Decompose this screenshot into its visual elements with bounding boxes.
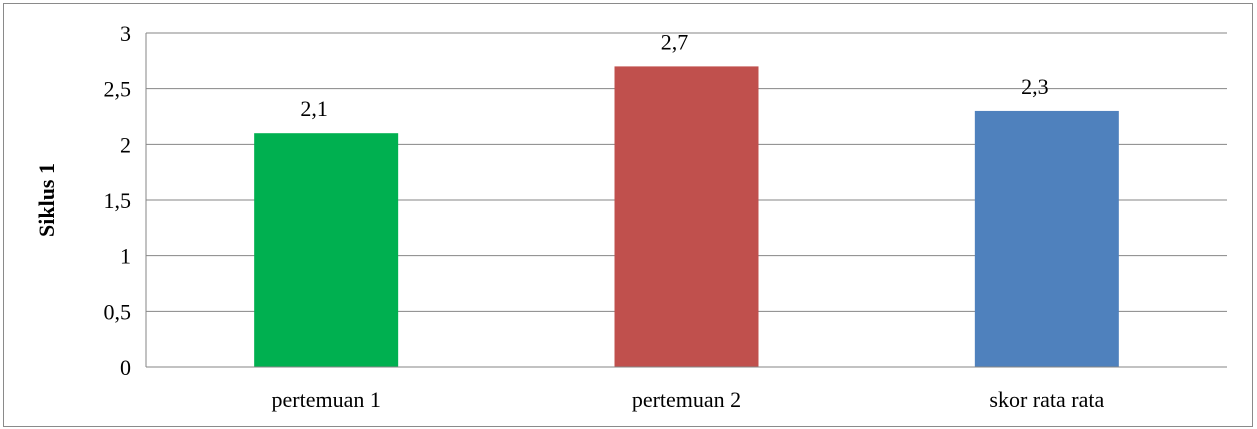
y-tick-label: 3 [120, 21, 131, 46]
x-category-label: skor rata rata [989, 387, 1104, 412]
axes [145, 33, 1227, 368]
bar [254, 133, 399, 367]
y-tick-labels: 0 0,5 1 1,5 2 2,5 3 [104, 21, 132, 380]
data-label: 2,7 [661, 29, 689, 54]
data-label: 2,1 [300, 96, 328, 121]
y-tick-label: 2 [120, 132, 131, 157]
y-tick-label: 1 [120, 244, 131, 269]
y-tick-label: 0 [120, 355, 131, 380]
bar [974, 110, 1119, 367]
y-tick-label: 1,5 [104, 188, 132, 213]
y-tick-label: 0,5 [104, 299, 132, 324]
data-labels: 2,1 2,7 2,3 [300, 29, 1048, 121]
y-tick-label: 2,5 [104, 77, 132, 102]
x-category-label: pertemuan 1 [271, 387, 380, 412]
bar [614, 66, 759, 368]
y-axis-label: Siklus 1 [34, 163, 59, 237]
x-category-labels: pertemuan 1 pertemuan 2 skor rata rata [271, 387, 1104, 412]
data-label: 2,3 [1021, 74, 1049, 99]
bars [254, 66, 1119, 368]
x-category-label: pertemuan 2 [632, 387, 741, 412]
